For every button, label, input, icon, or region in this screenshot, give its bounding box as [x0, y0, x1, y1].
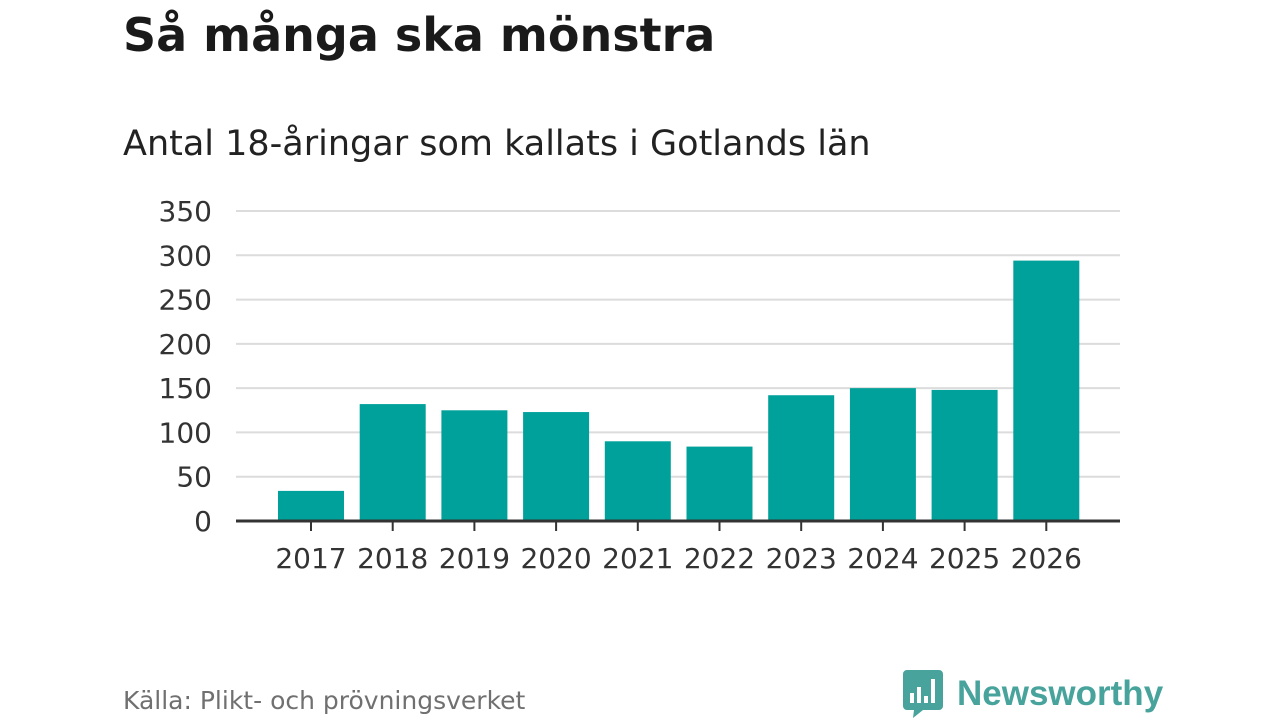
- x-tick-label: 2018: [357, 542, 428, 575]
- bars: [278, 260, 1080, 521]
- x-tick-label: 2017: [275, 542, 346, 575]
- bar-2017: [278, 490, 344, 521]
- bar-2023: [768, 395, 835, 521]
- x-tick-label: 2021: [602, 542, 673, 575]
- x-tick-label: 2020: [520, 542, 591, 575]
- x-axis-ticks: 2017 2018 2019 2020 2021 2022 2023 2024 2025 2026: [275, 542, 1082, 575]
- y-tick-label: 100: [159, 416, 212, 449]
- bar-2022: [686, 446, 753, 521]
- x-tick-label: 2026: [1011, 542, 1082, 575]
- x-tick-label: 2022: [684, 542, 755, 575]
- x-axis: [236, 519, 1120, 531]
- y-tick-label: 200: [159, 328, 212, 361]
- chart-title: Så många ska mönstra: [123, 8, 716, 62]
- bar-chart-speech-bubble-icon: [903, 670, 943, 718]
- source-note: Källa: Plikt- och prövningsverket: [123, 686, 526, 715]
- y-tick-label: 50: [176, 461, 212, 494]
- x-tick-label: 2024: [847, 542, 918, 575]
- chart-subtitle: Antal 18-åringar som kallats i Gotlands …: [123, 124, 871, 164]
- brand-logo: Newsworthy: [903, 670, 1163, 718]
- y-tick-label: 0: [194, 505, 212, 538]
- x-tick-label: 2025: [929, 542, 1000, 575]
- bar-2026: [1013, 260, 1080, 521]
- bar-2021: [604, 441, 671, 521]
- x-tick-label: 2019: [439, 542, 510, 575]
- x-tick-label: 2023: [766, 542, 837, 575]
- brand-name: Newsworthy: [957, 674, 1164, 713]
- bar-2019: [441, 410, 508, 521]
- y-tick-label: 250: [159, 284, 212, 317]
- bar-2024: [849, 388, 916, 521]
- y-tick-label: 150: [159, 372, 212, 405]
- y-tick-label: 350: [159, 195, 212, 228]
- y-axis-ticks: 0 50 100 150 200 250 300 350: [159, 195, 212, 538]
- bar-2025: [931, 389, 998, 521]
- bar-2018: [359, 404, 426, 521]
- y-tick-label: 300: [159, 239, 212, 272]
- bar-2020: [523, 412, 590, 521]
